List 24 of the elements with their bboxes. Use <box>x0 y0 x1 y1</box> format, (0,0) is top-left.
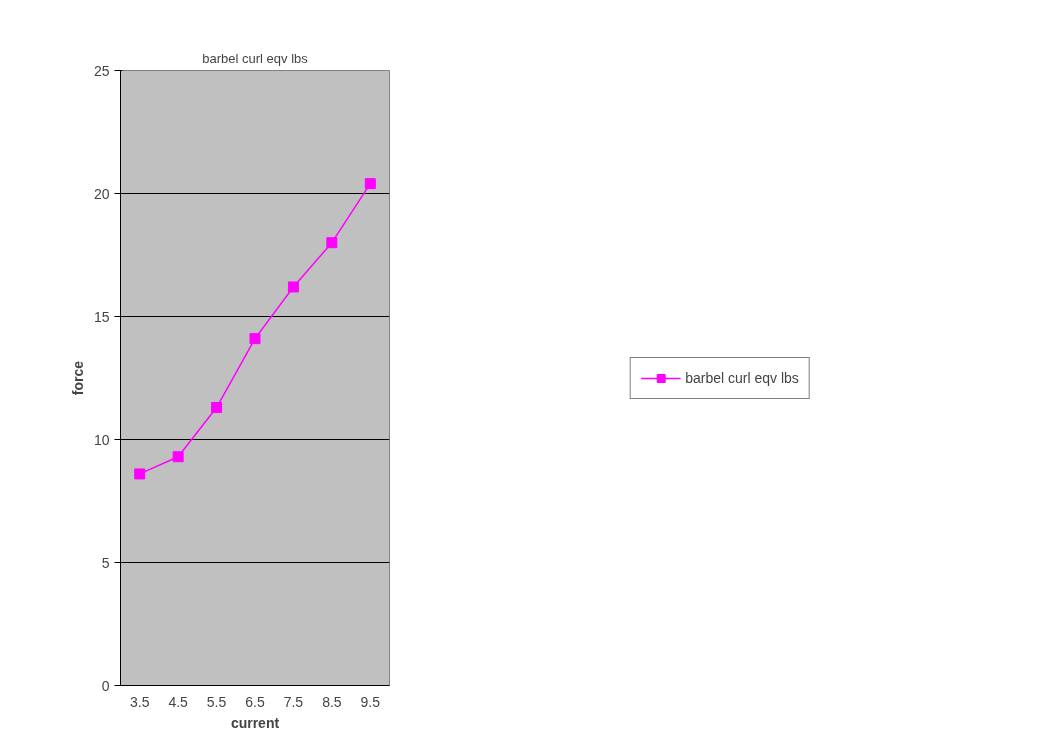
point <box>211 402 223 414</box>
chart-title: barbel curl eqv lbs <box>202 50 309 66</box>
x-tick-label: 9.5 <box>360 693 381 710</box>
point <box>172 451 184 463</box>
legend-label: barbel curl eqv lbs <box>685 369 799 386</box>
x-axis-title: current <box>230 714 280 731</box>
point <box>134 468 146 480</box>
x-tick-label: 6.5 <box>245 693 265 710</box>
x-tick-label: 7.5 <box>283 693 304 710</box>
y-axis-title: force <box>69 360 86 396</box>
y-tick-label: 20 <box>93 185 110 202</box>
point <box>249 333 261 345</box>
y-tick-label: 25 <box>93 62 110 79</box>
x-tick-label: 5.5 <box>206 693 227 710</box>
x-tick-label: 3.5 <box>129 693 150 710</box>
x-tick-label: 4.5 <box>168 693 189 710</box>
point <box>364 178 376 190</box>
x-tick-label: 8.5 <box>322 693 342 710</box>
point <box>326 237 338 249</box>
y-tick-label: 5 <box>101 554 110 571</box>
y-tick-label: 0 <box>101 677 110 694</box>
y-tick-label: 10 <box>93 431 110 448</box>
point <box>287 281 299 293</box>
y-tick-label: 15 <box>93 308 110 325</box>
